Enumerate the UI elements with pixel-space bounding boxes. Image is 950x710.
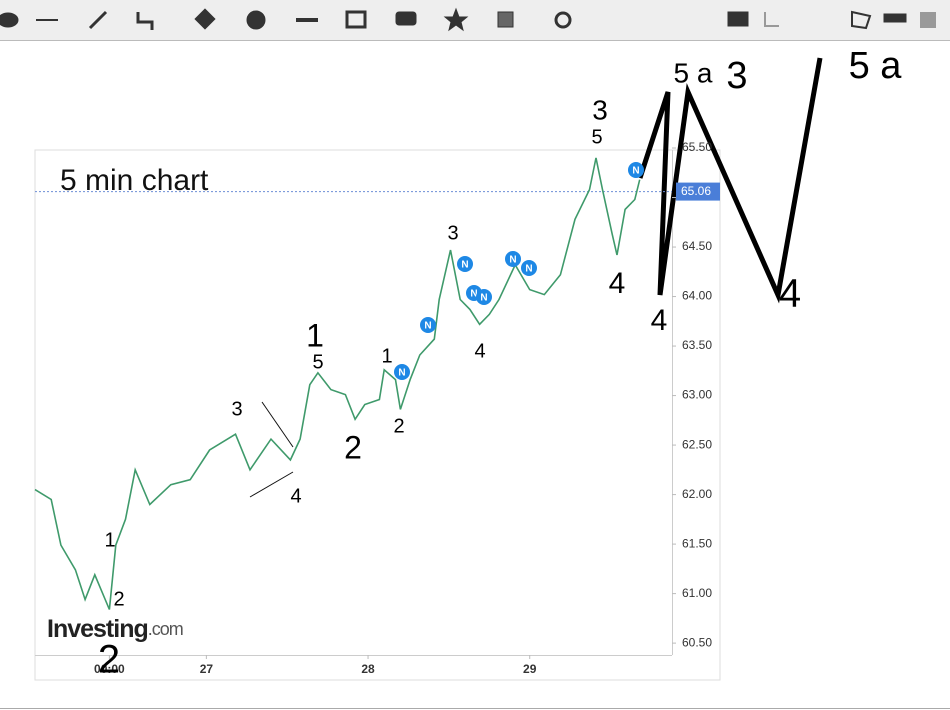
news-marker[interactable]: N	[476, 289, 492, 305]
news-marker-label: N	[424, 321, 431, 332]
tool-icon[interactable]	[395, 11, 417, 26]
wave-lines	[249, 401, 294, 498]
wave-label: 2	[344, 429, 362, 465]
wave-label: 4	[609, 267, 626, 300]
watermark-brand: Investing	[47, 615, 148, 643]
wave-label: 5	[591, 126, 602, 148]
tool-icon[interactable]	[443, 7, 469, 32]
news-marker[interactable]: N	[505, 251, 521, 267]
news-marker-dot	[457, 256, 473, 272]
tool-icon[interactable]	[345, 10, 367, 29]
x-tick-label: 27	[200, 662, 214, 676]
toolbar	[0, 0, 950, 40]
tool-icon[interactable]	[764, 12, 779, 27]
news-marker[interactable]: N	[420, 317, 436, 333]
x-tick-label: 29	[523, 662, 537, 676]
news-marker-dot	[521, 260, 537, 276]
news-marker-dot	[476, 289, 492, 305]
wave-zigzag	[637, 57, 823, 304]
news-marker-dot	[394, 364, 410, 380]
tool-icon[interactable]	[497, 11, 514, 28]
x-tick-label: 28	[361, 662, 375, 676]
wave-label: 1	[306, 317, 324, 353]
wave-label: 3	[231, 398, 242, 420]
wave-label: 1	[381, 345, 392, 367]
wave-label: 4	[651, 304, 668, 337]
tool-icon[interactable]	[920, 12, 936, 28]
tool-icon[interactable]	[727, 11, 749, 27]
wave-label: 4	[290, 485, 301, 507]
chart-title: 5 min chart	[60, 164, 209, 197]
tool-icon[interactable]	[194, 8, 216, 30]
tool-icon[interactable]	[883, 13, 907, 23]
wave-label: 4	[779, 272, 801, 316]
news-marker-label: N	[461, 260, 468, 271]
wave-label: 3	[726, 55, 747, 97]
trend-line	[261, 401, 294, 448]
news-marker-label: N	[470, 289, 477, 300]
tool-icon[interactable]	[136, 12, 154, 30]
y-tick-label: 63.50	[682, 338, 712, 352]
news-marker[interactable]: N	[457, 256, 473, 272]
news-marker[interactable]: N	[394, 364, 410, 380]
trend-line	[249, 471, 294, 498]
wave-label: 1	[104, 529, 115, 551]
y-tick-label: 65.50	[682, 140, 712, 154]
tool-icon[interactable]	[246, 10, 266, 30]
wave-label: 5 a	[849, 45, 903, 87]
news-marker-label: N	[509, 255, 516, 266]
y-tick-label: 62.50	[682, 437, 712, 451]
y-tick-label: 63.00	[682, 388, 712, 402]
chart-frame	[34, 149, 721, 681]
y-tick-label: 61.00	[682, 586, 712, 600]
news-marker-dot	[628, 162, 644, 178]
wave-label: 2	[98, 638, 120, 682]
news-marker-dot	[505, 251, 521, 267]
y-tick-label: 61.50	[682, 536, 712, 550]
tool-icon[interactable]	[851, 10, 872, 30]
news-marker-label: N	[632, 166, 639, 177]
news-marker-label: N	[480, 293, 487, 304]
news-marker-label: N	[398, 368, 405, 379]
price-badge	[676, 182, 720, 201]
price-series	[34, 157, 641, 610]
tool-icon[interactable]	[554, 11, 572, 29]
y-tick-label: 62.00	[682, 487, 712, 501]
y-tick-label: 60.50	[682, 635, 712, 649]
tool-icon[interactable]	[88, 10, 108, 30]
news-marker-label: N	[525, 264, 532, 275]
y-tick-label: 64.00	[682, 289, 712, 303]
wave-label: 3	[592, 94, 608, 125]
wave-label: 2	[113, 588, 124, 610]
y-tick-label: 64.50	[682, 239, 712, 253]
watermark: Investing.com	[47, 615, 183, 643]
news-marker[interactable]: N	[521, 260, 537, 276]
watermark-suffix: .com	[148, 619, 183, 639]
toolbar-icons	[0, 7, 936, 32]
wave-label: 4	[474, 340, 485, 362]
price-label: 65.06	[681, 184, 711, 198]
x-tick-label: 00:00	[94, 662, 125, 676]
wave-label: 5 a	[674, 57, 713, 88]
tool-icon[interactable]	[0, 12, 19, 28]
wave-label: 5	[312, 351, 323, 373]
wave-label: 2	[393, 415, 404, 437]
news-marker[interactable]: N	[628, 162, 644, 178]
wave-label: 3	[447, 222, 458, 244]
news-marker-dot	[420, 317, 436, 333]
